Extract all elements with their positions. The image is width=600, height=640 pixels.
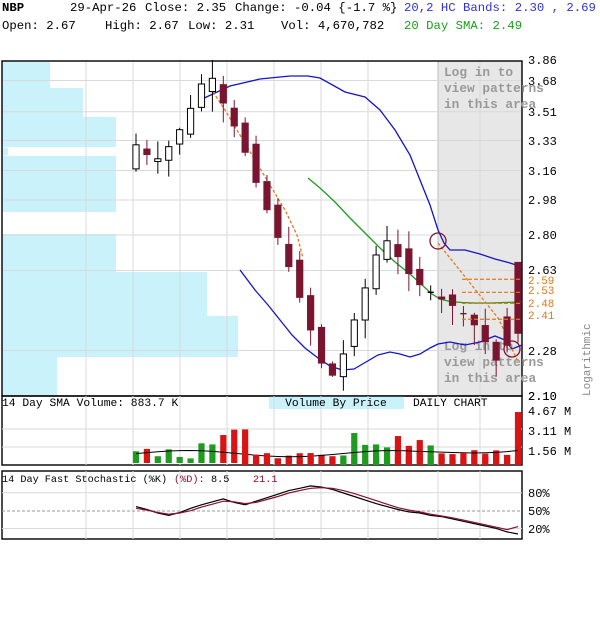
- svg-text:Vol: 4,670,782: Vol: 4,670,782: [281, 19, 384, 33]
- svg-text:20,2 HC Bands: 2.30 , 2.69: 20,2 HC Bands: 2.30 , 2.69: [404, 1, 596, 15]
- svg-text:Open: 2.67: Open: 2.67: [2, 19, 76, 33]
- svg-text:2.48: 2.48: [528, 299, 554, 311]
- svg-text:in this area: in this area: [444, 371, 536, 386]
- svg-text:Volume By Price: Volume By Price: [285, 398, 387, 410]
- svg-text:in this area: in this area: [444, 97, 536, 112]
- svg-text:Change: -0.04 {-1.7 %}: Change: -0.04 {-1.7 %}: [235, 1, 397, 15]
- svg-text:2.41: 2.41: [528, 311, 555, 323]
- svg-text:2.80: 2.80: [528, 229, 557, 243]
- svg-text:(%D):: (%D):: [174, 474, 205, 486]
- svg-text:20%: 20%: [528, 523, 550, 537]
- svg-text:14 Day Fast Stochastic (%K): 14 Day Fast Stochastic (%K): [2, 474, 167, 486]
- svg-text:Log in to: Log in to: [444, 339, 513, 354]
- svg-text:3.16: 3.16: [528, 165, 557, 179]
- svg-text:Log in to: Log in to: [444, 65, 513, 80]
- svg-text:view patterns: view patterns: [444, 81, 544, 96]
- svg-text:50%: 50%: [528, 505, 550, 519]
- svg-text:3.33: 3.33: [528, 135, 557, 149]
- svg-text:Close: 2.35: Close: 2.35: [145, 1, 226, 15]
- svg-text:80%: 80%: [528, 487, 550, 501]
- svg-text:High: 2.67: High: 2.67: [105, 19, 179, 33]
- svg-text:NBP: NBP: [2, 1, 24, 15]
- svg-text:29-Apr-26: 29-Apr-26: [70, 1, 136, 15]
- svg-text:20 Day SMA: 2.49: 20 Day SMA: 2.49: [404, 19, 522, 33]
- svg-text:Low: 2.31: Low: 2.31: [188, 19, 254, 33]
- svg-text:3.86: 3.86: [528, 54, 557, 68]
- svg-text:21.1: 21.1: [253, 475, 277, 486]
- svg-text:1.56 M: 1.56 M: [528, 445, 571, 459]
- svg-text:8.5: 8.5: [211, 475, 229, 486]
- svg-text:DAILY CHART: DAILY CHART: [413, 398, 488, 410]
- svg-text:4.67 M: 4.67 M: [528, 405, 571, 419]
- svg-text:2.53: 2.53: [528, 286, 554, 298]
- svg-text:2.10: 2.10: [528, 390, 557, 404]
- svg-text:2.98: 2.98: [528, 194, 557, 208]
- svg-text:3.11 M: 3.11 M: [528, 425, 571, 439]
- svg-text:Logarithmic: Logarithmic: [582, 323, 594, 396]
- svg-text:14 Day SMA Volume: 883.7 K: 14 Day SMA Volume: 883.7 K: [2, 398, 178, 410]
